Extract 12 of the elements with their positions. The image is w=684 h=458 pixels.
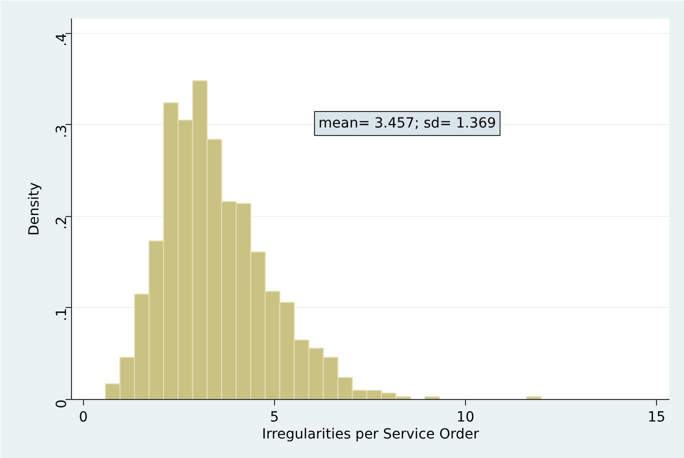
x-tick-label: 15: [648, 410, 666, 426]
x-tick-label: 5: [270, 410, 279, 426]
y-tick-label: .2: [54, 216, 70, 230]
x-axis-title: Irregularities per Service Order: [262, 426, 480, 442]
y-tick-label: 0: [54, 399, 70, 408]
y-axis-title: Density: [26, 182, 42, 236]
annotation: mean= 3.457; sd= 1.369: [318, 116, 496, 132]
y-tick-label: .4: [54, 33, 70, 47]
x-tick-label: 10: [456, 410, 474, 426]
y-tick-label: .3: [54, 124, 70, 138]
x-tick-label: 0: [78, 410, 88, 426]
y-tick-label: .1: [54, 308, 70, 322]
